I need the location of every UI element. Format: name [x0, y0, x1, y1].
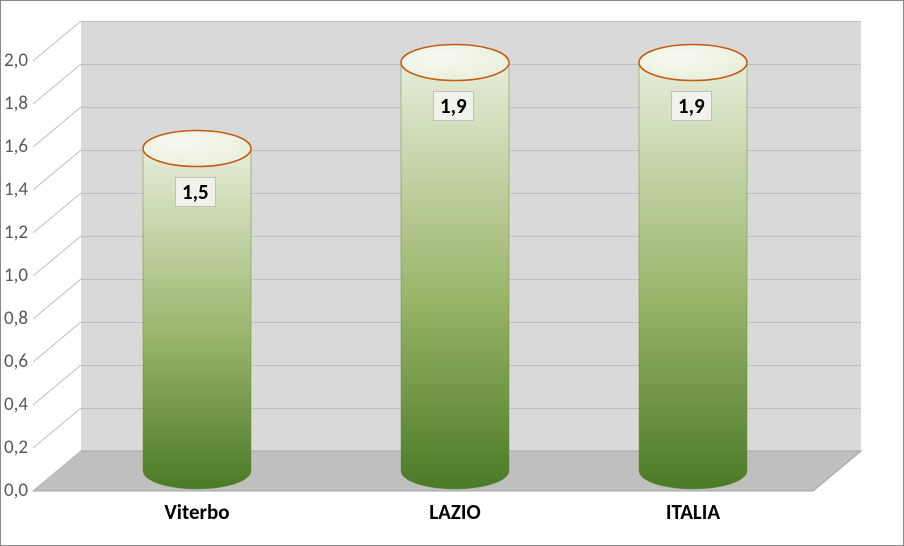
y-tick-label: 1,8 — [0, 92, 28, 115]
y-tick-label: 0,4 — [0, 393, 28, 416]
data-label: 1,9 — [433, 91, 474, 121]
y-tick-label: 1,4 — [0, 178, 28, 201]
y-tick-label: 1,2 — [0, 221, 28, 244]
data-label: 1,5 — [175, 177, 216, 207]
data-label: 1,9 — [671, 91, 712, 121]
y-tick-label: 0,2 — [0, 436, 28, 459]
y-tick-label: 0,6 — [0, 350, 28, 373]
x-category-label: ITALIA — [603, 499, 783, 525]
chart-bars — [1, 1, 904, 546]
y-tick-label: 1,6 — [0, 135, 28, 158]
y-tick-label: 0,8 — [0, 307, 28, 330]
cylinder-bar-chart: 0,0 0,2 0,4 0,6 0,8 1,0 1,2 1,4 1,6 1,8 2,0 Viterb… — [0, 0, 904, 546]
y-tick-label: 2,0 — [0, 49, 28, 72]
y-tick-label: 0,0 — [0, 479, 28, 502]
x-category-label: Viterbo — [107, 499, 287, 525]
y-tick-label: 1,0 — [0, 264, 28, 287]
x-category-label: LAZIO — [365, 499, 545, 525]
